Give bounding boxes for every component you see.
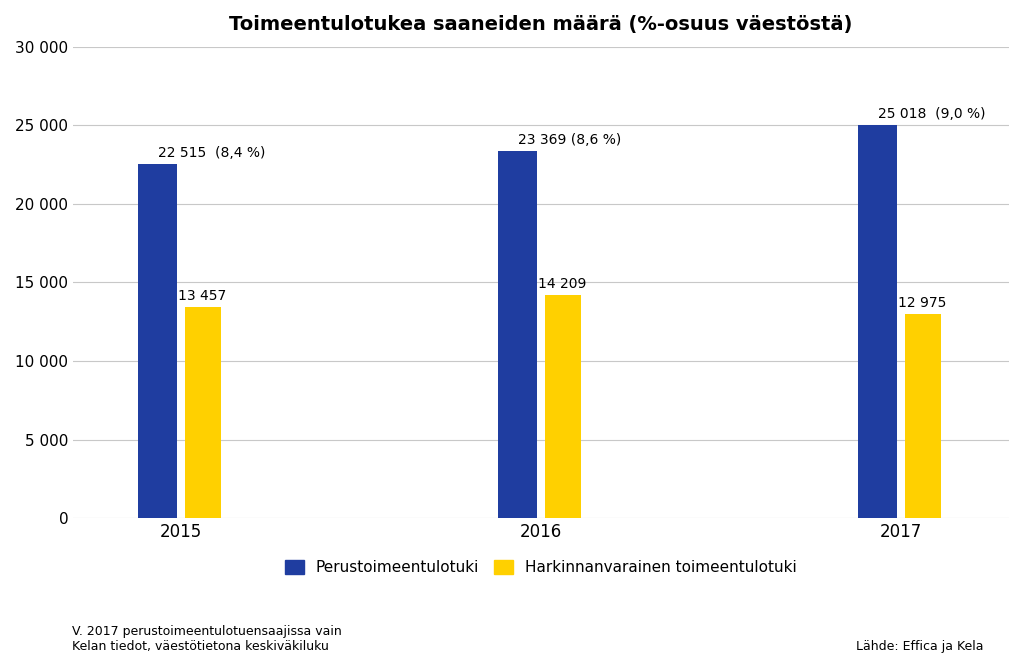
Text: V. 2017 perustoimeentulotuensaajissa vain
Kelan tiedot, väestötietona keskiväkil: V. 2017 perustoimeentulotuensaajissa vai… <box>72 625 341 653</box>
Bar <box>184 307 220 519</box>
Legend: Perustoimeentulotuki, Harkinnanvarainen toimeentulotuki: Perustoimeentulotuki, Harkinnanvarainen … <box>280 554 803 582</box>
Bar <box>858 125 897 519</box>
Bar <box>138 164 177 519</box>
Text: 22 515  (8,4 %): 22 515 (8,4 %) <box>158 147 265 160</box>
Text: Lähde: Effica ja Kela: Lähde: Effica ja Kela <box>855 641 983 653</box>
Text: 14 209: 14 209 <box>539 277 587 291</box>
Text: 12 975: 12 975 <box>898 296 947 310</box>
Bar <box>545 295 581 519</box>
Bar <box>904 314 941 519</box>
Title: Toimeentulotukea saaneiden määrä (%-osuus väestöstä): Toimeentulotukea saaneiden määrä (%-osuu… <box>229 15 853 34</box>
Text: 23 369 (8,6 %): 23 369 (8,6 %) <box>517 133 621 147</box>
Text: 25 018  (9,0 %): 25 018 (9,0 %) <box>878 107 985 121</box>
Text: 13 457: 13 457 <box>178 289 226 303</box>
Bar <box>498 151 538 519</box>
